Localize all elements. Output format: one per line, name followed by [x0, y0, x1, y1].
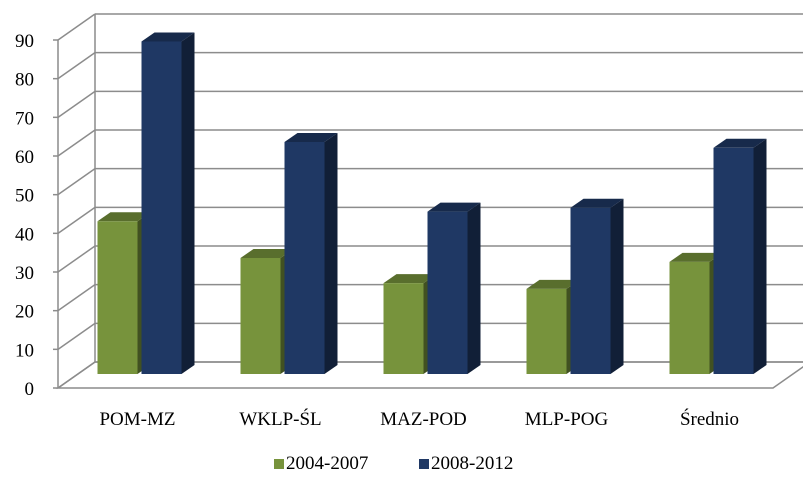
bar-front: [526, 288, 567, 374]
bar-2008-2012-POM-MZ: [141, 32, 195, 374]
x-category-label: WKLP-ŚL: [239, 408, 321, 430]
bar-front: [669, 261, 710, 374]
bar-front: [570, 207, 611, 374]
gridline-side: [57, 206, 96, 234]
bar-front: [427, 211, 468, 374]
gridline-side: [57, 13, 96, 41]
bar-top: [240, 249, 294, 258]
y-tick-label: 90: [15, 31, 34, 52]
x-category-label: MLP-POG: [525, 409, 609, 430]
x-axis-category-labels: POM-MZ WKLP-ŚL MAZ-POD MLP-POG Średnio: [99, 408, 739, 430]
legend-label: 2004-2007: [286, 453, 368, 474]
y-tick-label: 70: [15, 108, 34, 129]
bar-2008-2012-MLP-POG: [570, 198, 624, 374]
bar-top: [669, 252, 723, 262]
bar-front: [97, 221, 138, 374]
y-tick-label: 40: [15, 224, 34, 245]
bar-side: [753, 138, 767, 374]
y-tick-label: 30: [15, 263, 34, 284]
y-tick-label: 10: [15, 340, 34, 361]
gridline-side: [57, 90, 96, 118]
bar-side: [324, 133, 338, 374]
bar-top: [383, 274, 437, 284]
bar-top: [427, 202, 481, 212]
y-axis-tick-labels: 0 10 20 30 40 50 60 70 80 90: [15, 31, 34, 400]
legend: 2004-2007 2008-2012: [274, 453, 513, 474]
bar-front: [141, 41, 182, 374]
bar-front: [284, 142, 325, 374]
gridline-side: [57, 168, 96, 196]
bar-side: [467, 202, 481, 374]
bar-side: [181, 32, 195, 374]
bar-2008-2012-MAZ-POD: [427, 202, 481, 374]
bars: [97, 32, 767, 374]
x-category-label: Średnio: [680, 408, 739, 430]
y-tick-label: 20: [15, 302, 34, 323]
bar-2008-2012-WKLP-ŚL: [284, 133, 338, 374]
x-category-label: POM-MZ: [99, 409, 175, 430]
gridline-side: [57, 322, 96, 350]
bar-2008-2012-Średnio: [713, 138, 767, 374]
bar-top: [97, 212, 151, 222]
bar-front: [383, 283, 424, 374]
bar-top: [284, 133, 338, 142]
bar-side: [610, 198, 624, 374]
bar-top: [713, 138, 767, 148]
x-category-label: MAZ-POD: [380, 409, 467, 430]
bar-front: [240, 258, 281, 374]
y-tick-label: 80: [15, 70, 34, 91]
gridline-side: [57, 129, 96, 157]
legend-swatch: [419, 459, 429, 469]
floor: [55, 361, 803, 389]
legend-swatch: [274, 459, 284, 469]
gridline-side: [57, 52, 96, 80]
bar-top: [141, 32, 195, 42]
bar-top: [570, 198, 624, 208]
y-tick-label: 60: [15, 147, 34, 168]
bar-top: [526, 279, 580, 289]
y-tick-label: 50: [15, 186, 34, 207]
y-tick-label: 0: [25, 379, 35, 400]
gridline-side: [57, 284, 96, 312]
bar-front: [713, 147, 754, 374]
gridline-side: [57, 245, 96, 273]
axes: [53, 14, 803, 389]
legend-label: 2008-2012: [431, 453, 513, 474]
